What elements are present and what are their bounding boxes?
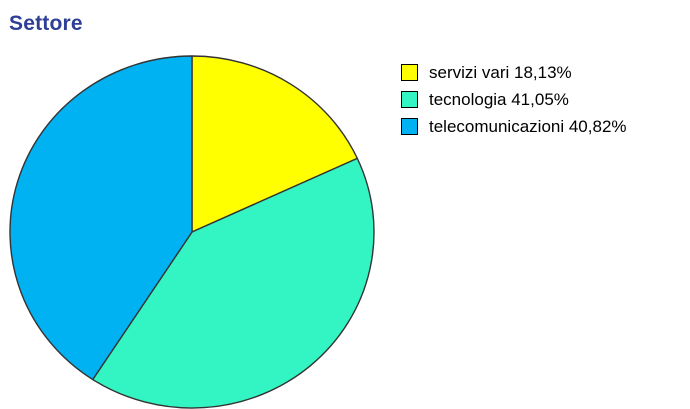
pie-slice-servizi-vari xyxy=(191,55,359,233)
legend-swatch xyxy=(401,64,418,81)
pie-chart xyxy=(9,55,375,409)
legend-item-tecnologia: tecnologia 41,05% xyxy=(401,86,627,113)
legend-swatch xyxy=(401,91,418,108)
legend-item-servizi-vari: servizi vari 18,13% xyxy=(401,59,627,86)
legend-label: tecnologia 41,05% xyxy=(429,89,569,109)
chart-legend: servizi vari 18,13% tecnologia 41,05% tele… xyxy=(401,59,627,140)
pie-slice-tecnologia xyxy=(92,157,375,409)
legend-label: telecomunicazioni 40,82% xyxy=(429,116,627,136)
legend-label: servizi vari 18,13% xyxy=(429,62,572,82)
pie-slice-telecomunicazioni xyxy=(9,55,193,381)
legend-item-telecomunicazioni: telecomunicazioni 40,82% xyxy=(401,113,627,140)
legend-swatch xyxy=(401,118,418,135)
chart-title: Settore xyxy=(9,12,83,35)
